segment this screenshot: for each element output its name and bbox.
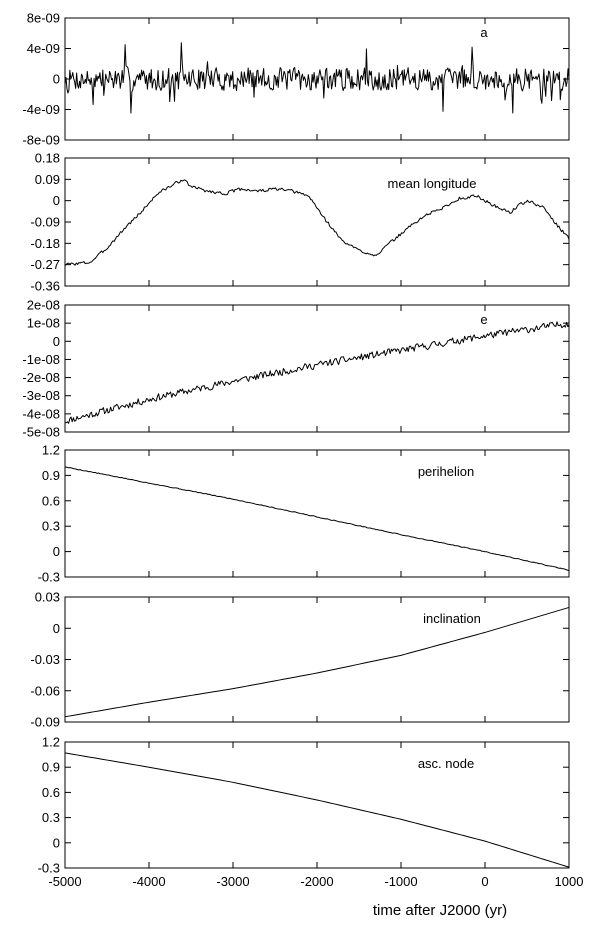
y-tick-label: -1e-08 [22, 352, 60, 367]
panels: 8e-09 4e-09 0 -4e-09 -8e-09 a 0.18 0.09 0 -0.09 -0… [22, 11, 570, 876]
panel-label: e [480, 312, 487, 327]
y-tick-label: 0.18 [35, 151, 60, 166]
y-tick-label: 1e-08 [27, 316, 60, 331]
y-tick-label: -0.09 [30, 215, 60, 230]
panel-3: 2e-08 1e-08 0 -1e-08 -2e-08 -3e-08 -4e-08 -5e-0… [22, 298, 570, 440]
y-tick-label: 0.03 [35, 590, 60, 605]
y-tick-label: 0 [53, 544, 60, 559]
panel-label: mean longitude [388, 176, 477, 191]
series-line [64, 606, 570, 718]
y-tick-label: 0.09 [35, 172, 60, 187]
y-tick-label: 2e-08 [27, 298, 60, 313]
series-line [64, 466, 570, 572]
y-tick-label: 0 [53, 72, 60, 87]
y-tick-label: 0.6 [42, 785, 60, 800]
panel-label: inclination [423, 611, 481, 626]
y-tick-label: 0.3 [42, 810, 60, 825]
y-tick-label: -0.18 [30, 236, 60, 251]
panel-4: 1.2 0.9 0.6 0.3 0 -0.3 perihelion [38, 443, 570, 585]
y-tick-label: 1.2 [42, 443, 60, 458]
x-tick-label: -5000 [48, 874, 81, 889]
panel-6: 1.2 0.9 0.6 0.3 0 -0.3 asc. node [38, 735, 570, 876]
y-tick-label: -5e-08 [22, 425, 60, 440]
y-tick-label: -3e-08 [22, 388, 60, 403]
y-tick-label: 0.3 [42, 519, 60, 534]
panel-frame [64, 741, 570, 869]
y-tick-label: 0 [53, 193, 60, 208]
y-tick-label: -0.03 [30, 652, 60, 667]
y-tick-label: -4e-09 [22, 102, 60, 117]
panel-frame [64, 449, 570, 578]
y-tick-label: 8e-09 [27, 11, 60, 26]
x-tick-label: -3000 [216, 874, 249, 889]
panel-frame [64, 304, 570, 433]
y-tick-label: -0.06 [30, 683, 60, 698]
y-tick-label: -0.36 [30, 279, 60, 294]
x-tick-label: -1000 [384, 874, 417, 889]
x-tick-label: -4000 [132, 874, 165, 889]
x-tick-label: 1000 [555, 874, 584, 889]
panel-2: 0.18 0.09 0 -0.09 -0.18 -0.27 -0.36 mean longit… [30, 151, 570, 294]
panel-frame [64, 157, 570, 287]
y-tick-label: 1.2 [42, 735, 60, 750]
series-line [64, 321, 570, 424]
x-tick-label: 0 [481, 874, 488, 889]
y-tick-label: -0.3 [38, 570, 60, 585]
series-line [64, 752, 570, 868]
y-tick-label: 4e-09 [27, 41, 60, 56]
y-tick-label: -4e-08 [22, 406, 60, 421]
y-tick-label: -0.27 [30, 257, 60, 272]
panel-label: a [480, 25, 488, 40]
y-tick-label: 0 [53, 835, 60, 850]
panel-1: 8e-09 4e-09 0 -4e-09 -8e-09 a [22, 11, 570, 148]
y-tick-label: -2e-08 [22, 370, 60, 385]
y-tick-label: 0 [53, 334, 60, 349]
y-tick-label: 0.9 [42, 468, 60, 483]
x-axis: -5000 -4000 -3000 -2000 -1000 0 1000 [48, 874, 583, 889]
y-tick-label: -0.09 [30, 715, 60, 730]
panel-5: 0.03 0 -0.03 -0.06 -0.09 inclination [30, 590, 570, 730]
x-axis-title: time after J2000 (yr) [373, 902, 507, 919]
y-tick-label: 0 [53, 621, 60, 636]
y-tick-label: 0.9 [42, 760, 60, 775]
y-tick-label: -8e-09 [22, 133, 60, 148]
panel-label: asc. node [418, 756, 474, 771]
x-tick-label: -2000 [300, 874, 333, 889]
y-tick-label: 0.6 [42, 493, 60, 508]
series-line [64, 42, 570, 114]
y-tick-label: -0.3 [38, 861, 60, 876]
series-line [64, 179, 570, 266]
panel-label: perihelion [418, 464, 474, 479]
